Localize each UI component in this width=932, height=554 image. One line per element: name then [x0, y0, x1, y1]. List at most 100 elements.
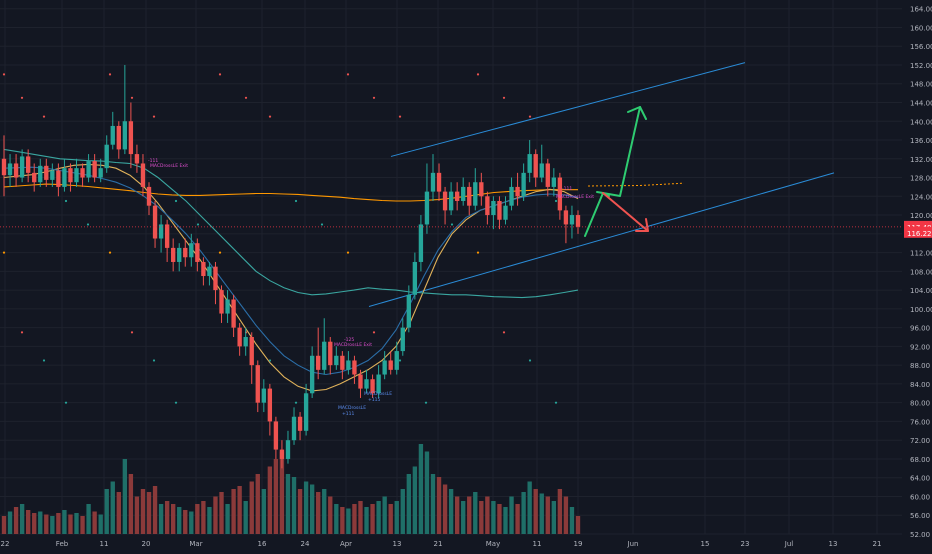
candle-body	[62, 168, 67, 187]
y-tick-label: 64.00	[910, 475, 930, 483]
candle-body	[322, 341, 327, 370]
signal-dot	[346, 73, 350, 76]
candle-body	[19, 156, 25, 178]
signal-dot	[372, 96, 376, 99]
x-tick-label: Jun	[627, 540, 639, 548]
volume-bar	[164, 501, 170, 534]
signal-dot	[2, 73, 6, 76]
y-tick-label: 160.00	[910, 24, 932, 32]
volume-bar	[261, 489, 266, 534]
volume-bar	[340, 507, 345, 534]
volume-bar	[334, 504, 339, 534]
volume-bar	[249, 481, 254, 534]
candle-body	[485, 196, 490, 216]
volume-bar	[50, 516, 55, 534]
x-tick-label: 21	[873, 540, 882, 548]
y-tick-label: 92.00	[910, 343, 930, 351]
x-tick-label: 19	[574, 540, 583, 548]
volume-bar	[454, 496, 460, 534]
price-label-text: 116.22	[907, 230, 932, 238]
volume-bar	[545, 496, 550, 534]
candle-body	[249, 337, 254, 366]
volume-bar	[74, 513, 79, 534]
volume-bar	[436, 477, 442, 534]
candle-body	[122, 121, 128, 150]
volume-bar	[267, 466, 273, 534]
strategy-annotation: MACDrossLE Exit	[556, 194, 594, 200]
candle-body	[309, 355, 315, 394]
y-tick-label: 128.00	[910, 175, 932, 183]
signal-dot	[64, 199, 68, 203]
signal-dot	[108, 251, 112, 254]
volume-bar	[503, 507, 508, 534]
candle-body	[92, 161, 97, 178]
candle-body	[340, 355, 345, 370]
volume-bar	[533, 489, 538, 534]
candle-body	[376, 374, 381, 394]
candle-body	[400, 327, 405, 352]
volume-bar	[406, 474, 411, 534]
volume-bar	[183, 510, 188, 534]
volume-bar	[539, 493, 544, 534]
candle-body	[38, 165, 43, 183]
signal-dot	[476, 251, 480, 254]
candle-body	[388, 360, 393, 370]
candle-body	[479, 182, 484, 197]
channel-lower-line	[368, 172, 835, 308]
candle-body	[164, 224, 170, 248]
volume-bar	[485, 496, 490, 534]
volume-bar	[521, 492, 526, 534]
signal-dot	[196, 223, 200, 226]
x-tick-label: 22	[1, 540, 10, 548]
signal-dot	[42, 115, 46, 118]
strategy-annotation: MACDrossLE Exit	[150, 163, 188, 169]
candle-body	[503, 205, 508, 220]
candle-body	[346, 360, 351, 370]
candle-body	[225, 299, 230, 314]
candle-body	[352, 360, 357, 375]
volume-bar	[213, 496, 218, 534]
candle-body	[527, 154, 532, 173]
volume-bar	[146, 492, 152, 534]
signal-dot	[174, 401, 178, 404]
candle-body	[261, 388, 266, 403]
candle-body	[461, 186, 466, 201]
volume-bar	[376, 501, 381, 534]
signal-dot	[476, 73, 480, 76]
volume-bar	[86, 504, 91, 534]
candle-body	[110, 125, 115, 145]
x-tick-label: 11	[533, 540, 542, 548]
x-tick-label: Mar	[189, 540, 202, 548]
volume-bar	[255, 474, 260, 534]
signal-dot	[294, 401, 298, 404]
signal-dot	[152, 115, 156, 118]
candle-body	[424, 191, 430, 225]
volume-bar	[38, 511, 43, 534]
candle-body	[569, 215, 575, 225]
volume-bar	[418, 444, 424, 534]
volume-bar	[122, 459, 128, 534]
candle-body	[183, 247, 188, 258]
candle-body	[418, 224, 424, 262]
volume-bar	[140, 489, 146, 534]
strategy-annotation: MACDrossLE	[364, 391, 392, 397]
signal-dot	[502, 331, 506, 334]
volume-bar	[515, 504, 520, 534]
moving-average-projection	[587, 182, 685, 187]
volume-bar	[152, 486, 158, 534]
signal-dot	[346, 251, 350, 254]
candle-body	[291, 416, 297, 441]
x-tick-label: Apr	[340, 540, 352, 548]
candle-body	[394, 351, 399, 370]
volume-bar	[551, 501, 557, 534]
y-tick-label: 140.00	[910, 118, 932, 126]
candle-body	[533, 154, 538, 178]
candle-body	[364, 379, 369, 389]
y-tick-label: 104.00	[910, 287, 932, 295]
price-label-box	[904, 226, 932, 238]
x-tick-label: 11	[100, 540, 109, 548]
volume-bar	[104, 489, 109, 534]
volume-bar	[195, 504, 200, 534]
